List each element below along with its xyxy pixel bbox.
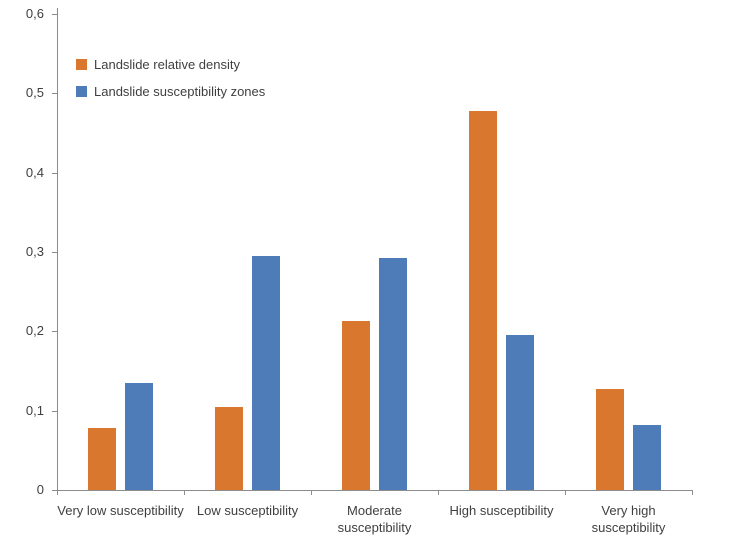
chart-legend: Landslide relative density Landslide sus… <box>76 57 265 99</box>
x-category-label: Very low susceptibility <box>57 503 184 518</box>
bar-relative-density <box>342 321 370 490</box>
x-tick-mark <box>565 490 566 495</box>
bar-relative-density <box>215 407 243 490</box>
y-axis-line <box>57 8 58 491</box>
x-category-label: Low susceptibility <box>196 503 299 518</box>
x-axis-line <box>57 490 693 491</box>
legend-label-relative-density: Landslide relative density <box>94 57 240 72</box>
bar-susceptibility-zones <box>125 383 153 490</box>
x-tick-mark <box>692 490 693 495</box>
y-axis-tick-label: 0,3 <box>25 244 44 259</box>
x-tick-mark <box>184 490 185 495</box>
y-axis-tick-label: 0,2 <box>25 323 44 338</box>
y-axis-tick-label: 0,6 <box>25 6 44 21</box>
bar-susceptibility-zones <box>506 335 534 490</box>
x-tick-mark <box>438 490 439 495</box>
bar-susceptibility-zones <box>379 258 407 490</box>
bar-relative-density <box>469 111 497 490</box>
y-axis-tick-label: 0,4 <box>25 165 44 180</box>
y-tick-mark <box>52 331 57 332</box>
legend-swatch-blue-icon <box>76 86 87 97</box>
x-category-label: Very high susceptibility <box>591 503 666 535</box>
bar-relative-density <box>88 428 116 490</box>
y-tick-mark <box>52 411 57 412</box>
x-category-label: High susceptibility <box>449 503 554 518</box>
legend-label-susceptibility-zones: Landslide susceptibility zones <box>94 84 266 99</box>
x-tick-mark <box>311 490 312 495</box>
x-tick-mark <box>57 490 58 495</box>
legend-item-relative-density: Landslide relative density <box>76 57 265 72</box>
bar-relative-density <box>596 389 624 490</box>
y-tick-mark <box>52 93 57 94</box>
y-axis-tick-label: 0,1 <box>25 403 44 418</box>
y-tick-mark <box>52 173 57 174</box>
y-tick-mark <box>52 14 57 15</box>
legend-item-susceptibility-zones: Landslide susceptibility zones <box>76 84 265 99</box>
y-tick-mark <box>52 252 57 253</box>
x-category-label: Moderate susceptibility <box>337 503 412 535</box>
bar-susceptibility-zones <box>633 425 661 490</box>
bar-susceptibility-zones <box>252 256 280 490</box>
y-tick-mark <box>52 490 57 491</box>
y-axis-tick-label: 0 <box>36 482 44 497</box>
y-axis-tick-label: 0,5 <box>25 85 44 100</box>
legend-swatch-orange-icon <box>76 59 87 70</box>
